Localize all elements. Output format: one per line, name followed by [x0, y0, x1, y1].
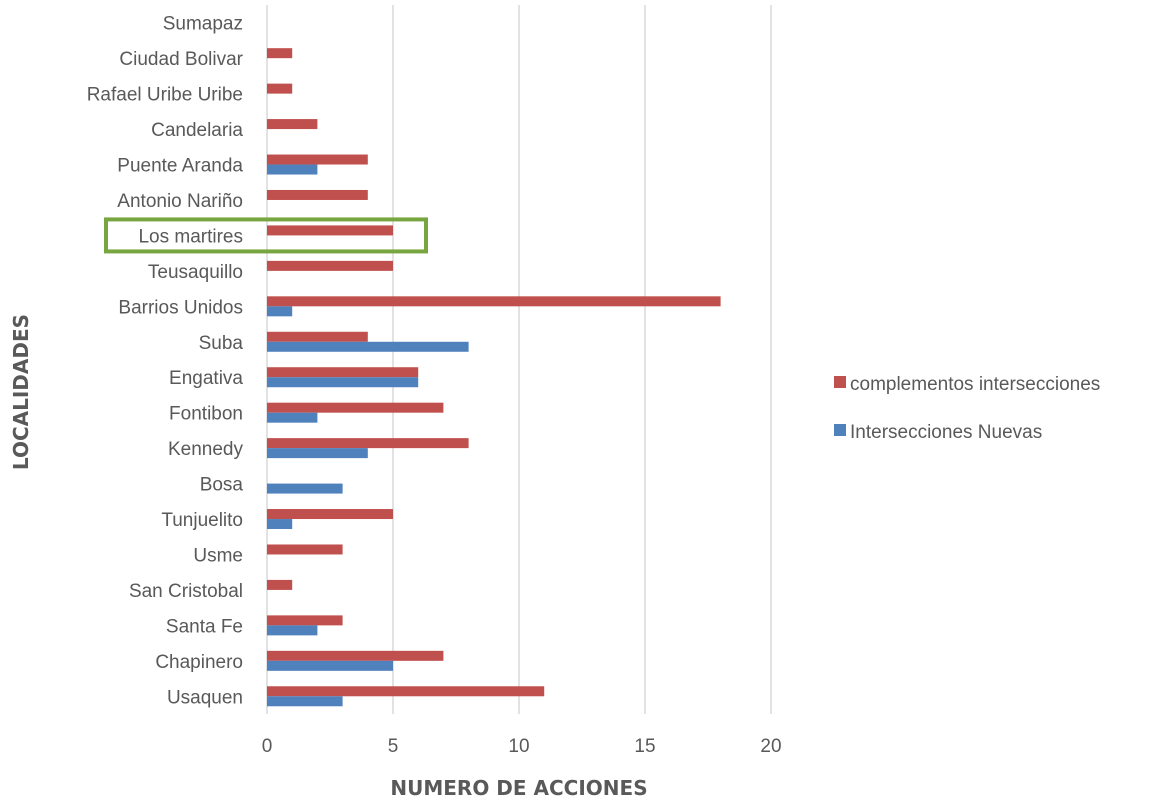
category-label-chapinero: Chapinero: [155, 652, 243, 673]
bar-complementos-intersecciones-engativa: [267, 367, 419, 378]
bar-intersecciones-nuevas-santa-fe: [267, 625, 318, 636]
x-tick-label-20: 20: [760, 736, 781, 757]
bar-complementos-intersecciones-ciudad-bolivar: [267, 48, 293, 59]
bar-intersecciones-nuevas-engativa: [267, 377, 419, 388]
bar-complementos-intersecciones-puente-aranda: [267, 154, 368, 165]
category-label-bosa: Bosa: [200, 475, 244, 496]
gridlines: [266, 5, 772, 714]
bar-complementos-intersecciones-antonio-narino: [267, 189, 368, 200]
bar-complementos-intersecciones-rafael-uribe-uribe: [267, 83, 293, 94]
category-label-rafael-uribe-uribe: Rafael Uribe Uribe: [87, 85, 243, 106]
bar-intersecciones-nuevas-tunjuelito: [267, 519, 293, 530]
category-label-fontibon: Fontibon: [169, 404, 243, 425]
x-axis-title: NUMERO DE ACCIONES: [390, 776, 647, 800]
bar-intersecciones-nuevas-barrios-unidos: [267, 306, 293, 317]
bars: [267, 48, 721, 707]
category-label-los-martires: Los martires: [138, 226, 243, 247]
category-label-usaquen: Usaquen: [167, 687, 243, 708]
bar-complementos-intersecciones-fontibon: [267, 402, 444, 413]
bar-intersecciones-nuevas-fontibon: [267, 412, 318, 423]
legend-label-nuevas: Intersecciones Nuevas: [850, 422, 1042, 443]
category-label-tunjuelito: Tunjuelito: [161, 510, 243, 531]
bar-complementos-intersecciones-tunjuelito: [267, 509, 393, 520]
bar-complementos-intersecciones-san-cristobal: [267, 579, 293, 590]
x-tick-label-10: 10: [508, 736, 529, 757]
y-axis-title: LOCALIDADES: [9, 314, 33, 470]
category-label-sumapaz: Sumapaz: [163, 14, 243, 35]
tick-labels: 0 5 10 15 20: [262, 736, 782, 757]
bar-intersecciones-nuevas-chapinero: [267, 660, 393, 671]
bar-complementos-intersecciones-chapinero: [267, 650, 444, 661]
bar-complementos-intersecciones-teusaquillo: [267, 260, 393, 271]
bar-intersecciones-nuevas-kennedy: [267, 448, 368, 459]
x-tick-label-0: 0: [262, 736, 273, 757]
category-label-candelaria: Candelaria: [151, 120, 243, 141]
bar-complementos-intersecciones-los-martires: [267, 225, 393, 236]
legend-swatch-complementos: [834, 376, 846, 388]
bar-complementos-intersecciones-santa-fe: [267, 615, 343, 626]
category-label-barrios-unidos: Barrios Unidos: [118, 297, 243, 318]
x-tick-label-5: 5: [388, 736, 399, 757]
category-label-engativa: Engativa: [169, 368, 243, 389]
category-label-ciudad-bolivar: Ciudad Bolivar: [119, 49, 243, 70]
category-label-kennedy: Kennedy: [168, 439, 244, 460]
highlight-box: [104, 217, 428, 254]
bar-complementos-intersecciones-kennedy: [267, 438, 469, 449]
bar-intersecciones-nuevas-usaquen: [267, 696, 343, 707]
category-label-suba: Suba: [199, 333, 244, 354]
category-label-puente-aranda: Puente Aranda: [117, 156, 243, 177]
bar-complementos-intersecciones-candelaria: [267, 119, 318, 130]
category-labels: Usaquen Chapinero Santa Fe San Cristobal Usm…: [87, 14, 244, 709]
category-label-antonio-narino: Antonio Nariño: [117, 191, 243, 212]
bar-complementos-intersecciones-suba: [267, 331, 368, 342]
category-label-santa-fe: Santa Fe: [166, 616, 243, 637]
bar-complementos-intersecciones-usme: [267, 544, 343, 555]
x-tick-label-15: 15: [634, 736, 655, 757]
category-label-usme: Usme: [193, 545, 243, 566]
bar-complementos-intersecciones-barrios-unidos: [267, 296, 721, 307]
legend-swatch-nuevas: [834, 424, 846, 436]
legend: complementos intersecciones Interseccion…: [834, 374, 1100, 443]
bar-intersecciones-nuevas-suba: [267, 341, 469, 352]
bar-complementos-intersecciones-usaquen: [267, 686, 545, 697]
bar-intersecciones-nuevas-bosa: [267, 483, 343, 494]
bar-intersecciones-nuevas-puente-aranda: [267, 164, 318, 175]
legend-label-complementos: complementos intersecciones: [850, 374, 1100, 395]
category-label-san-cristobal: San Cristobal: [129, 581, 243, 602]
category-label-teusaquillo: Teusaquillo: [148, 262, 243, 283]
